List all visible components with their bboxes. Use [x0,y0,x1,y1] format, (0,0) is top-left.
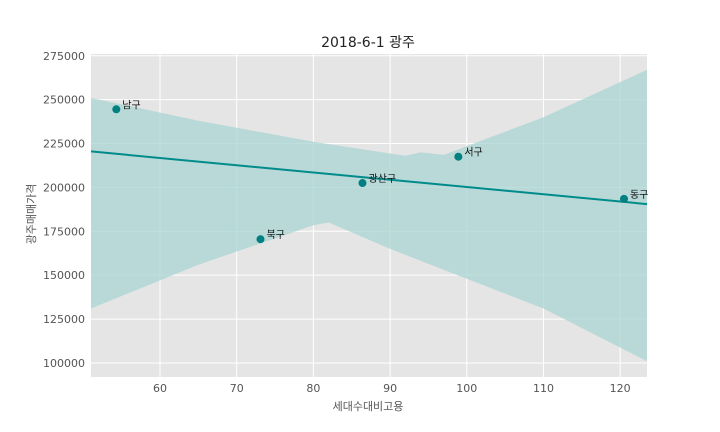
y-tick-label: 175000 [43,225,85,238]
y-tick-label: 275000 [43,50,85,63]
y-axis-ticks: 100000 125000 150000 175000 200000 225000 2500… [43,50,85,370]
regression-line [90,150,648,206]
confidence-band [91,69,647,362]
data-point [256,235,265,244]
y-tick-label: 150000 [43,269,85,282]
y-tick-label: 250000 [43,94,85,107]
data-point [112,105,121,114]
x-tick-label: 60 [153,382,167,395]
point-label: 서구 [464,147,482,159]
y-tick-label: 225000 [43,138,85,151]
x-tick-label: 120 [610,382,631,395]
x-tick-label: 90 [383,382,397,395]
point-label: 동구 [630,189,648,201]
x-tick-label: 110 [533,382,554,395]
x-tick-label: 80 [306,382,320,395]
x-tick-label: 70 [230,382,244,395]
x-axis-ticks: 60 70 80 90 100 110 120 [153,382,631,395]
y-tick-label: 125000 [43,313,85,326]
point-label: 북구 [266,229,284,241]
y-tick-label: 100000 [43,357,85,370]
data-point [454,152,463,161]
x-tick-label: 100 [456,382,477,395]
data-point [619,194,628,203]
chart-title: 2018-6-1 광주 [321,35,415,51]
y-tick-label: 200000 [43,181,85,194]
point-label: 광산구 [368,173,396,185]
y-axis-label: 광주매매가격 [25,184,38,245]
point-label: 남구 [122,99,140,111]
x-axis-label: 세대수대비고용 [333,400,404,413]
data-point [358,179,367,188]
